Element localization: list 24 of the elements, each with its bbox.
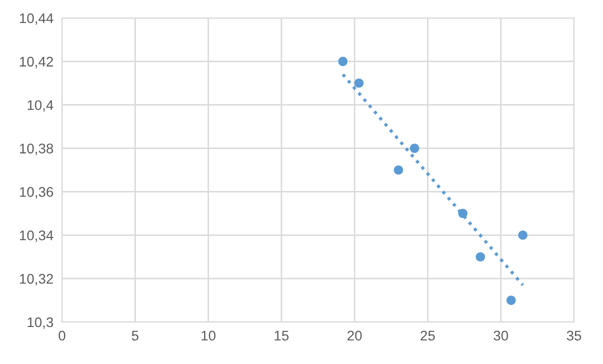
point xyxy=(338,56,348,66)
y-tick-label: 10,42 xyxy=(20,56,53,68)
x-tick-label: 35 xyxy=(566,330,582,341)
point xyxy=(518,230,528,240)
x-tick-label: 25 xyxy=(420,330,435,341)
y-tick-label: 10,32 xyxy=(20,274,53,286)
point xyxy=(410,144,420,153)
x-tick-label: 15 xyxy=(274,330,289,341)
point xyxy=(394,165,404,175)
point xyxy=(506,296,516,305)
point xyxy=(354,78,364,88)
x-tick-label: 0 xyxy=(58,330,66,341)
x-tick-label: 5 xyxy=(132,330,138,341)
x-tick-label: 20 xyxy=(348,330,362,341)
y-tick-label: 10,4 xyxy=(28,100,54,112)
x-tick-label: 10 xyxy=(202,330,216,341)
x-tick-label: 30 xyxy=(494,330,508,341)
y-tick-label: 10,3 xyxy=(28,317,54,329)
y-tick-label: 10,44 xyxy=(20,13,54,25)
point xyxy=(458,208,468,218)
y-tick-label: 10,38 xyxy=(20,144,54,156)
point xyxy=(476,252,486,262)
y-tick-label: 10,36 xyxy=(20,187,54,199)
y-tick-label: 10,34 xyxy=(20,230,54,242)
